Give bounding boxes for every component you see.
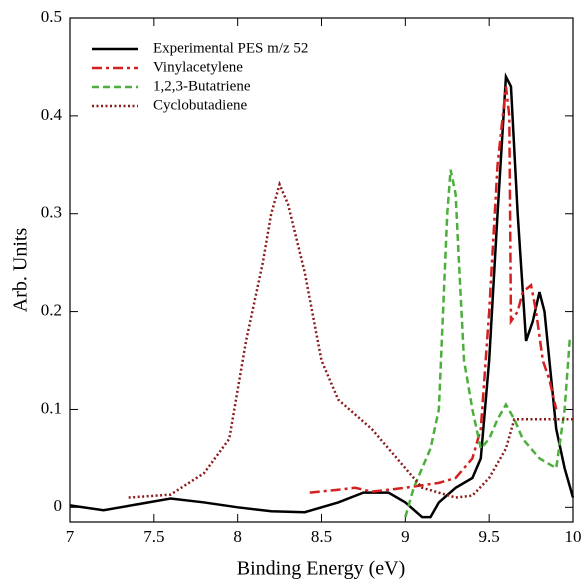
y-tick-label: 0.4 (41, 105, 63, 124)
x-tick-label: 7.5 (143, 527, 164, 546)
legend-label: Vinylacetylene (153, 59, 243, 75)
x-tick-label: 9 (401, 527, 410, 546)
x-tick-label: 8.5 (311, 527, 332, 546)
y-tick-label: 0 (54, 496, 63, 515)
series-line (404, 169, 573, 518)
legend-label: Cyclobutadiene (153, 97, 247, 113)
series-line (309, 86, 558, 494)
y-tick-label: 0.5 (41, 7, 62, 26)
y-tick-label: 0.2 (41, 300, 62, 319)
series-line (69, 72, 575, 519)
x-tick-label: 9.5 (479, 527, 500, 546)
y-axis-label: Arb. Units (10, 228, 32, 313)
x-tick-label: 8 (233, 527, 242, 546)
legend-label: 1,2,3-Butatriene (153, 78, 251, 94)
y-tick-label: 0.3 (41, 203, 62, 222)
legend-label: Experimental PES m/z 52 (153, 40, 308, 56)
x-tick-label: 10 (565, 527, 582, 546)
plot-frame (69, 17, 574, 523)
y-tick-label: 0.1 (41, 398, 62, 417)
series-line (128, 180, 573, 499)
x-tick-label: 7 (66, 527, 75, 546)
x-axis-label: Binding Energy (eV) (237, 558, 406, 580)
